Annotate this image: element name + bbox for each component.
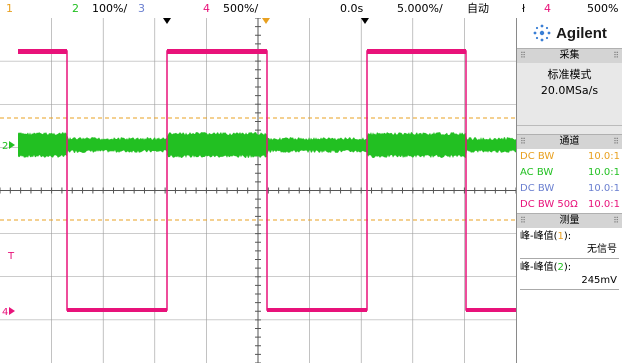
channel-1-probe-ratio: 10.0:1 [588,151,620,162]
channel-4-probe-ratio: 10.0:1 [588,199,620,210]
measurements-title: 测量 [559,215,580,226]
channel-3-coupling: DC BW [520,183,555,194]
channel-2-ground-marker[interactable] [9,141,15,149]
measurement-1-label[interactable]: 峰-峰值(1): [520,231,572,242]
waveform-canvas: 2 T 4 [0,18,516,363]
time-offset: 0.0s [340,2,364,15]
measurements-list: 峰-峰值(1): 无信号 峰-峰值(2): 245mV [517,228,622,294]
status-bar: 1 2 100%/ 3 4 500%/ 0.0s 5.000%/ 自动 ł 4 … [0,0,622,18]
trigger-position-marker-left [163,18,171,24]
channel-4-ground-label[interactable]: 4 [2,307,8,318]
trigger-position-marker-right [361,18,369,24]
channel-4-scale: 500%/ [223,2,259,15]
channel-3-setting[interactable]: DC BW 10.0:1 [517,181,622,197]
channel-2-probe-ratio: 10.0:1 [588,167,620,178]
channels-title: 通道 [559,136,580,147]
trigger-mode[interactable]: 自动 [467,2,489,15]
channel-2-ground-label[interactable]: 2 [2,141,8,152]
channel-1-indicator[interactable]: 1 [6,2,13,15]
channel-2-indicator[interactable]: 2 [72,2,79,15]
channel-4-setting[interactable]: DC BW 50Ω 10.0:1 [517,197,622,213]
measurement-2-value: 245mV [581,275,617,286]
measurement-1-value: 无信号 [587,244,617,255]
sample-rate: 20.0MSa/s [540,84,599,97]
trigger-edge-icon: ł [522,2,526,15]
trigger-position-marker-center [262,18,270,24]
trigger-source: 4 [544,2,551,15]
brand-logo: Agilent [517,18,622,48]
trigger-level: 500% [587,2,619,15]
acquisition-title: 采集 [559,50,580,61]
brand-name: Agilent [556,24,607,42]
measurement-2-label[interactable]: 峰-峰值(2): [520,262,572,273]
channel-4-coupling: DC BW 50Ω [520,199,578,210]
channels-header[interactable]: ⠿ 通道 ⠿ [517,134,622,149]
waveform-display[interactable]: 2 T 4 [0,18,516,363]
side-panel: Agilent ⠿ 采集 ⠿ 标准模式 20.0MSa/s ⠿ 通道 ⠿ DC BW 10… [516,18,622,363]
acquisition-header[interactable]: ⠿ 采集 ⠿ [517,48,622,63]
channel-2-coupling: AC BW [520,167,554,178]
channel-2-setting[interactable]: AC BW 10.0:1 [517,165,622,181]
channel-4-indicator[interactable]: 4 [203,2,210,15]
channel-4-ground-marker[interactable] [9,307,15,315]
acquisition-info: 标准模式 20.0MSa/s [517,63,622,125]
graticule-grid [0,18,516,363]
channel-4-trace [18,50,516,311]
channel-3-probe-ratio: 10.0:1 [588,183,620,194]
channel-2-scale: 100%/ [92,2,128,15]
acquisition-mode: 标准模式 [547,68,592,81]
agilent-spark-icon [533,24,551,42]
trigger-level-label[interactable]: T [7,251,15,262]
time-scale: 5.000%/ [397,2,443,15]
measurements-header[interactable]: ⠿ 测量 ⠿ [517,213,622,228]
channel-1-coupling: DC BW [520,151,555,162]
panel-spacer [517,125,622,134]
channel-3-indicator[interactable]: 3 [138,2,145,15]
channel-1-setting[interactable]: DC BW 10.0:1 [517,149,622,165]
